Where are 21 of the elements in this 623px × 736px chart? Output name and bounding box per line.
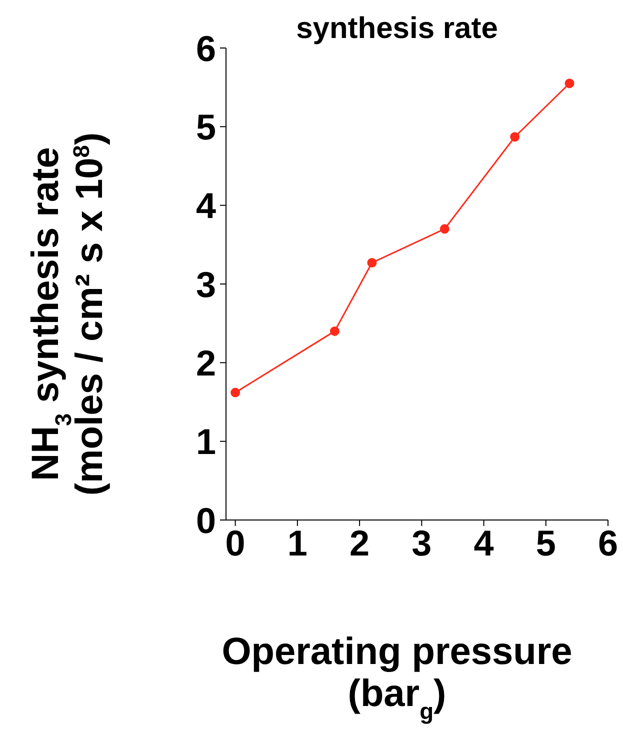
point [440,224,450,234]
x-tick-label: 5 [536,522,556,564]
x-tick-label: 4 [474,522,494,564]
point [230,388,240,398]
chart-title: synthesis rate [296,12,498,45]
y-tick-label: 6 [196,28,216,69]
y-tick-label: 1 [196,421,216,462]
point [564,78,574,88]
y-tick-label: 2 [196,342,216,384]
point [510,132,520,142]
x-tick-label: 3 [412,522,432,564]
point [367,258,377,268]
x-tick-label: 0 [225,522,246,564]
point [330,326,340,336]
y-tick-label: 5 [196,106,216,148]
x-axis-title: Operating pressure (bar$_{g}$) [222,631,572,724]
x-tick-label: 6 [598,522,618,564]
x-tick-label: 2 [350,522,370,564]
y-tick-label: 4 [196,185,216,226]
x-tick-label: 1 [287,522,308,564]
y-tick-label: 3 [196,264,216,305]
